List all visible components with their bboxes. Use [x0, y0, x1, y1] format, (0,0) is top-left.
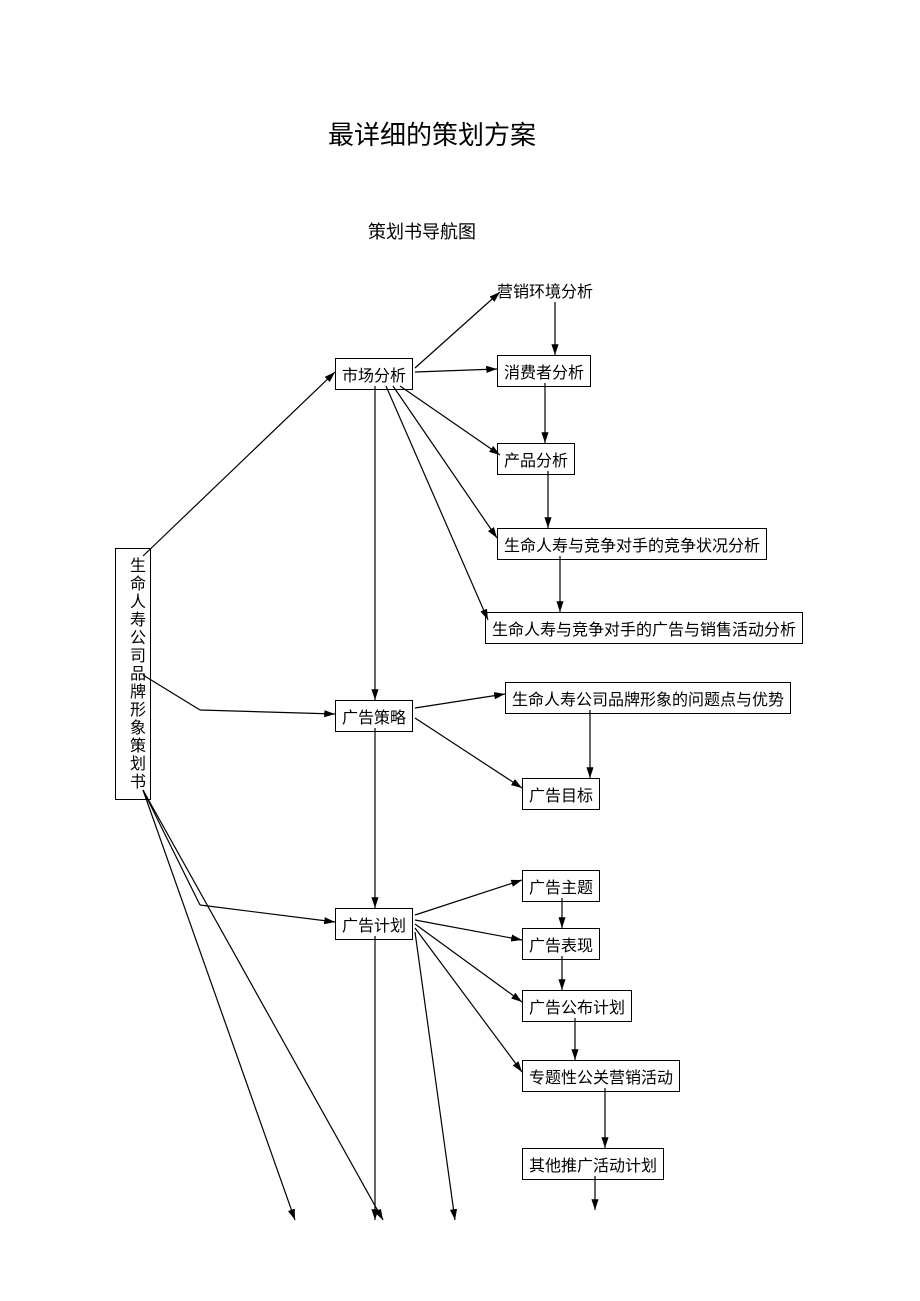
node-theme: 广告主题 — [522, 870, 600, 902]
edge-3 — [143, 790, 200, 905]
edge-9 — [400, 386, 500, 455]
edge-21 — [415, 880, 522, 915]
node-pub: 广告公布计划 — [522, 990, 632, 1022]
node-plan: 广告计划 — [335, 908, 413, 940]
node-adgoal: 广告目标 — [522, 778, 600, 810]
edge-8 — [415, 369, 497, 372]
edge-25 — [415, 932, 455, 1220]
edge-18 — [415, 718, 522, 788]
edge-10 — [393, 386, 497, 538]
node-other: 其他推广活动计划 — [522, 1148, 664, 1180]
node-root: 生命人寿公司品牌形象策划书 — [115, 548, 151, 800]
edge-5 — [143, 790, 295, 1220]
page-title: 最详细的策划方案 — [328, 115, 536, 152]
node-compete: 生命人寿与竞争对手的竞争状况分析 — [497, 528, 767, 560]
page-subtitle: 策划书导航图 — [368, 218, 476, 244]
node-consumer: 消费者分析 — [497, 355, 591, 387]
node-expr: 广告表现 — [522, 928, 600, 960]
edge-17 — [415, 694, 505, 708]
node-strat: 广告策略 — [335, 700, 413, 732]
node-market: 市场分析 — [335, 358, 413, 390]
node-env: 营销环境分析 — [497, 278, 593, 302]
node-problem: 生命人寿公司品牌形象的问题点与优势 — [505, 682, 791, 714]
edge-7 — [415, 292, 500, 368]
node-pr: 专题性公关营销活动 — [522, 1060, 680, 1092]
edge-24 — [415, 928, 522, 1072]
edge-22 — [415, 920, 522, 940]
node-adsale: 生命人寿与竞争对手的广告与销售活动分析 — [485, 612, 803, 644]
node-product: 产品分析 — [497, 443, 575, 475]
edge-2 — [200, 710, 335, 714]
edge-11 — [386, 386, 488, 620]
edge-23 — [415, 924, 522, 1002]
edge-0 — [143, 372, 335, 556]
edge-1 — [143, 675, 200, 710]
edge-4 — [200, 905, 335, 922]
edge-6 — [143, 790, 383, 1220]
